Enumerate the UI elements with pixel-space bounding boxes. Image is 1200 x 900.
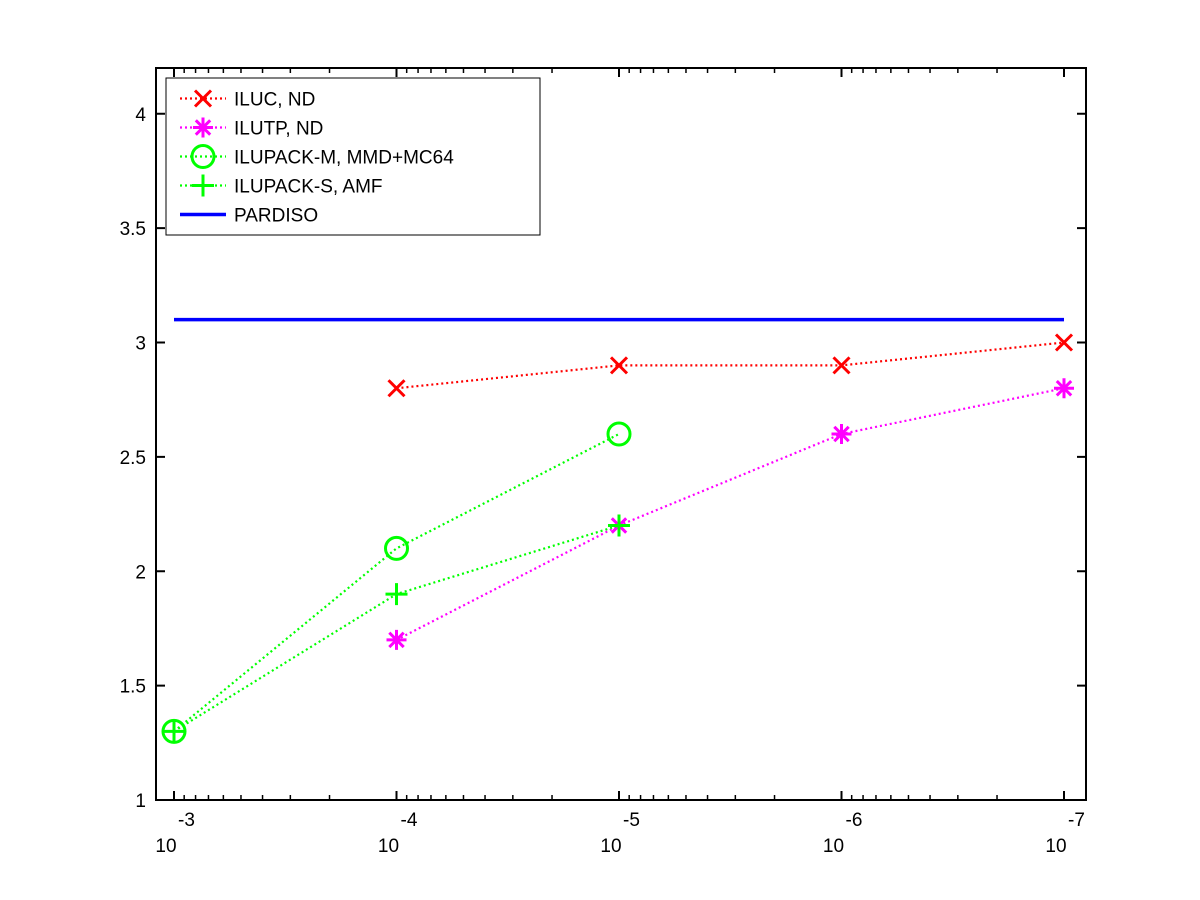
legend-label-pardiso: PARDISO [234, 206, 318, 227]
legend-label-iluc-nd: ILUC, ND [234, 90, 315, 111]
legend-marker-ilutp-nd [193, 117, 213, 138]
legend-marker-iluc-nd [193, 89, 213, 108]
y-tick-label: 2.5 [120, 448, 146, 469]
x-tick-label-base: 10 [600, 836, 621, 857]
data-point-ilupack-s-amf [608, 514, 630, 537]
data-point-iluc-nd-stroke [387, 379, 406, 398]
data-point-iluc-nd [609, 356, 629, 375]
data-point-iluc-nd [387, 379, 406, 398]
data-point-ilupack-m-mmd-mc64-ring [606, 421, 632, 447]
y-tick-label: 4 [135, 105, 146, 126]
data-point-ilupack-m-mmd-mc64 [606, 421, 632, 447]
x-tick-label-exponent: -3 [178, 810, 195, 831]
data-point-ilutp-nd-stroke [388, 631, 405, 649]
series-layer [161, 317, 1074, 744]
y-tick-label: 3.5 [120, 219, 146, 240]
data-point-ilupack-m-mmd-mc64 [384, 535, 409, 561]
x-tick-label-base: 10 [1045, 836, 1066, 857]
legend-label-ilutp-nd: ILUTP, ND [234, 119, 323, 140]
data-point-iluc-nd-stroke [832, 356, 851, 375]
y-tick-label: 3 [135, 334, 146, 355]
x-tick-label-exponent: -5 [623, 810, 640, 831]
data-point-ilutp-nd-stroke [1055, 379, 1073, 397]
legend-label-ilupack-s-amf: ILUPACK-S, AMF [234, 177, 383, 198]
data-point-ilutp-nd-stroke [833, 425, 850, 443]
series-line-iluc-nd [396, 341, 1065, 390]
series-line-ilutp-nd [395, 387, 1065, 641]
data-point-iluc-nd-stroke [609, 356, 629, 375]
x-tick-label-base: 10 [378, 836, 399, 857]
data-point-iluc-nd [832, 356, 851, 375]
legend-label-ilupack-m-mmd-mc64: ILUPACK-M, MMD+MC64 [234, 148, 454, 169]
x-tick-label-exponent: -4 [401, 810, 418, 831]
y-tick-label: 1 [135, 791, 146, 812]
data-point-ilupack-s-amf [163, 720, 185, 743]
x-tick-label-base: 10 [155, 836, 176, 857]
data-point-ilutp-nd [1054, 378, 1074, 399]
legend-marker-ilupack-s-amf [192, 174, 214, 197]
x-tick-label-exponent: -6 [846, 810, 863, 831]
data-point-iluc-nd [1054, 333, 1074, 352]
y-tick-label: 2 [135, 562, 146, 583]
data-point-ilutp-nd [831, 424, 852, 444]
legend-marker-ilupack-m-mmd-mc64-ring [190, 144, 216, 169]
data-point-iluc-nd-stroke [1054, 333, 1074, 352]
data-point-ilutp-nd [386, 629, 407, 650]
legend-marker-iluc-nd-stroke [193, 89, 213, 108]
x-tick-label-base: 10 [823, 836, 844, 857]
legend: ILUC, ND ILUTP, ND ILUPACK-M, MMD+MC64 ILUP… [165, 77, 541, 236]
legend-box [165, 77, 541, 236]
series-line-ilupack-m-mmd-mc64 [173, 433, 620, 733]
legend-marker-ilupack-m-mmd-mc64 [190, 144, 216, 169]
y-tick-label: 1.5 [120, 677, 146, 698]
x-tick-label-exponent: -7 [1068, 810, 1085, 831]
data-point-ilupack-s-amf [385, 583, 408, 606]
data-point-ilupack-m-mmd-mc64-ring [384, 535, 409, 561]
legend-marker-ilutp-nd-stroke [194, 119, 212, 136]
